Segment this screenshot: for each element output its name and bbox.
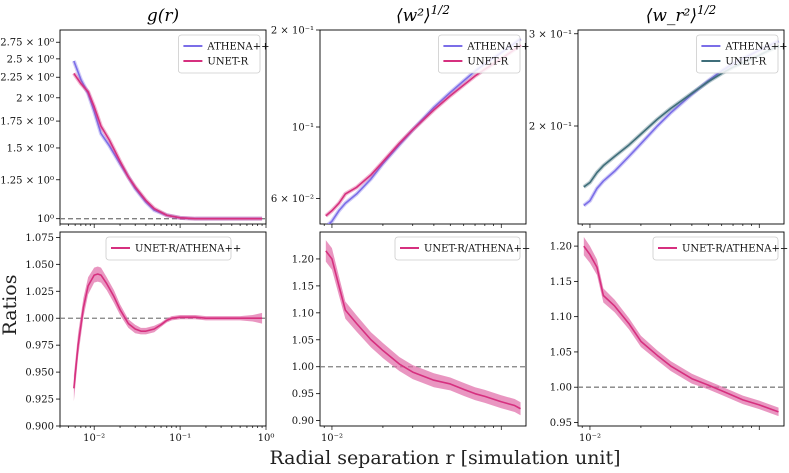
y-tick-label: 6 × 10⁻²	[271, 194, 314, 205]
plot-frame	[59, 231, 267, 427]
plot-frame	[59, 29, 267, 225]
y-tick-label: 1.050	[25, 260, 54, 271]
legend-box	[394, 236, 521, 261]
legend-label: UNET-R/ATHENA++	[424, 244, 530, 255]
y-tick-label: 0.95	[550, 418, 572, 429]
legend-label: UNET-R	[725, 57, 766, 68]
y-tick-label: 2.5 × 10⁰	[7, 54, 54, 65]
y-tick-label: 0.925	[25, 395, 54, 406]
y-tick-label: 0.95	[292, 389, 314, 400]
y-tick-label: 1.5 × 10⁰	[7, 143, 54, 154]
y-tick-label: 10⁻¹	[292, 123, 314, 134]
y-tick-label: 1.025	[25, 287, 54, 298]
panel-0: g(r) 10⁰ 1.25 × 10⁰ 1.5 × 10⁰ 1.75 × 10⁰ 2 × …	[0, 6, 270, 228]
series-halo	[72, 72, 263, 221]
plot-frame	[319, 231, 527, 427]
y-tick-label: 1.20	[550, 242, 572, 253]
legend-box	[105, 236, 232, 261]
y-tick-label: 10⁰	[37, 214, 54, 225]
y-tick-label: 0.975	[25, 341, 54, 352]
y-tick-label: 1.75 × 10⁰	[0, 117, 54, 128]
panel-title: g(r)	[147, 6, 179, 26]
panel-title: ⟨w_r²⟩1/2	[646, 3, 717, 26]
legend-label: UNET-R	[207, 57, 248, 68]
series-line-0	[583, 245, 779, 413]
y-tick-label: 2 × 10⁰	[16, 93, 54, 104]
panel-5: 0.95 1.00 1.05 1.10 1.15 1.20 10⁻² UNET-R/ATHEN…	[550, 231, 788, 444]
uncertainty-band	[583, 236, 779, 417]
y-tick-label: 1.15	[550, 277, 572, 288]
series-line-0	[73, 60, 263, 220]
y-axis-label: Ratios	[0, 275, 21, 336]
panel-3: 0.900 0.925 0.950 0.975 1.000 1.025 1.050 1.075…	[25, 231, 275, 444]
y-tick-label: 1.20	[292, 254, 314, 265]
x-tick-label: 10⁻¹	[169, 433, 191, 444]
y-tick-label: 0.950	[25, 368, 54, 379]
y-tick-label: 0.90	[292, 416, 314, 427]
legend-label: ATHENA++	[724, 42, 787, 53]
series-line-1	[73, 72, 263, 220]
legend-box	[696, 34, 779, 74]
panel-1: ⟨w²⟩1/2 6 × 10⁻² 10⁻¹ 2 × 10⁻¹ ATHENA++ UNET-…	[271, 3, 530, 228]
y-tick-label: 1.00	[292, 362, 314, 373]
series-line-0	[73, 273, 263, 389]
y-tick-label: 0.900	[25, 422, 54, 433]
y-tick-label: 2.75 × 10⁰	[0, 38, 54, 49]
y-tick-label: 2 × 10⁻¹	[529, 122, 572, 133]
uncertainty-band	[325, 240, 521, 416]
legend-label: ATHENA++	[206, 42, 269, 53]
y-tick-label: 1.15	[292, 281, 314, 292]
legend-box	[437, 34, 521, 74]
y-tick-label: 1.10	[292, 308, 314, 319]
y-tick-label: 1.10	[550, 312, 572, 323]
y-tick-label: 1.000	[25, 314, 54, 325]
x-tick-label: 10⁻²	[579, 433, 601, 444]
series-halo	[71, 60, 263, 221]
y-tick-label: 3 × 10⁻¹	[529, 29, 572, 40]
uncertainty-band	[73, 266, 263, 402]
y-tick-label: 1.25 × 10⁰	[0, 175, 54, 186]
legend-label: UNET-R	[467, 57, 508, 68]
panel-4: 0.90 0.95 1.00 1.05 1.10 1.15 1.20 10⁻² UNET-R/A…	[292, 231, 530, 444]
y-tick-label: 2.25 × 10⁰	[0, 73, 54, 84]
legend-label: UNET-R/ATHENA++	[135, 244, 241, 255]
legend-box	[652, 236, 779, 261]
panels: g(r) 10⁰ 1.25 × 10⁰ 1.5 × 10⁰ 1.75 × 10⁰ 2 × …	[0, 3, 788, 444]
x-tick-label: 10⁻²	[321, 433, 343, 444]
panel-2: ⟨w_r²⟩1/2 2 × 10⁻¹ 3 × 10⁻¹ ATHENA++ UNET-R	[529, 3, 788, 228]
series-line-0	[325, 250, 521, 410]
panel-title: ⟨w²⟩1/2	[396, 3, 450, 26]
legend-box	[177, 34, 261, 74]
plot-frame	[577, 29, 785, 225]
plot-frame	[577, 231, 785, 427]
y-tick-label: 1.075	[25, 233, 54, 244]
x-tick-label: 10⁰	[258, 433, 275, 444]
legend-label: UNET-R/ATHENA++	[682, 244, 788, 255]
y-tick-label: 1.00	[550, 383, 572, 394]
x-axis-label: Radial separation r [simulation unit]	[269, 447, 620, 469]
y-tick-label: 1.05	[292, 335, 314, 346]
x-tick-label: 10⁻²	[83, 433, 105, 444]
y-tick-label: 1.05	[550, 347, 572, 358]
legend-label: ATHENA++	[466, 42, 529, 53]
y-tick-label: 2 × 10⁻¹	[271, 26, 314, 37]
